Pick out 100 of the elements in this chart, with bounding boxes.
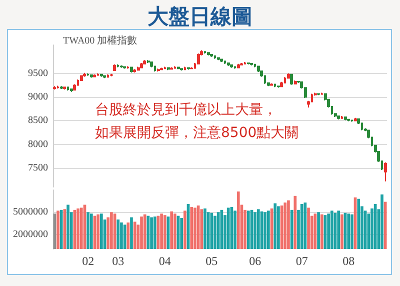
candlestick bbox=[107, 74, 109, 78]
candlestick bbox=[274, 84, 276, 87]
candlestick bbox=[250, 62, 253, 66]
bar bbox=[194, 208, 196, 249]
candlestick bbox=[240, 62, 243, 66]
candlestick bbox=[73, 84, 76, 91]
bar bbox=[327, 214, 330, 249]
chart-subtitle: TWA00 加權指數 bbox=[63, 34, 138, 46]
bar bbox=[173, 214, 176, 249]
candlestick bbox=[217, 56, 220, 61]
bar bbox=[76, 208, 80, 249]
x-tick-label: 06 bbox=[249, 254, 262, 268]
x-tick-label: 08 bbox=[342, 254, 355, 268]
candlestick bbox=[341, 116, 343, 119]
bar bbox=[380, 194, 384, 249]
candlestick bbox=[160, 67, 163, 71]
candlestick bbox=[230, 64, 233, 68]
candlestick bbox=[93, 74, 96, 78]
candlestick bbox=[284, 78, 286, 84]
candlestick bbox=[197, 53, 200, 65]
candlestick bbox=[123, 66, 126, 70]
bar bbox=[60, 210, 63, 249]
candlestick bbox=[354, 117, 357, 122]
bar bbox=[120, 222, 123, 249]
candlestick bbox=[180, 68, 183, 72]
candlestick bbox=[280, 81, 283, 88]
bar bbox=[116, 220, 120, 249]
bar bbox=[254, 212, 256, 249]
bar bbox=[347, 214, 350, 249]
x-tick-label: 05 bbox=[206, 254, 218, 268]
bar bbox=[287, 200, 290, 249]
bar bbox=[80, 208, 83, 249]
y-tick-label: 9000 bbox=[28, 92, 48, 103]
bar bbox=[294, 196, 297, 249]
candlestick bbox=[277, 85, 280, 88]
bar bbox=[337, 210, 340, 249]
candlestick bbox=[53, 86, 56, 90]
bar bbox=[100, 214, 103, 249]
candlestick bbox=[120, 64, 123, 68]
x-tick-label: 02 bbox=[82, 254, 94, 268]
candlestick bbox=[237, 63, 240, 69]
x-tick-label: 07 bbox=[296, 254, 308, 268]
bar bbox=[190, 206, 194, 249]
bar bbox=[284, 202, 287, 249]
bar bbox=[317, 212, 320, 249]
bar bbox=[130, 217, 133, 249]
candlestick bbox=[207, 52, 210, 56]
candlestick bbox=[167, 66, 170, 71]
candlestick bbox=[337, 115, 340, 120]
candlestick bbox=[361, 122, 363, 130]
candlestick bbox=[130, 66, 133, 73]
bar bbox=[320, 214, 324, 249]
bar bbox=[184, 210, 186, 249]
candlestick bbox=[224, 60, 226, 64]
candlestick bbox=[187, 66, 190, 70]
candlestick bbox=[177, 66, 180, 70]
candlestick bbox=[227, 62, 230, 66]
bar bbox=[204, 208, 206, 249]
bar bbox=[330, 210, 334, 249]
bar bbox=[236, 191, 240, 249]
y-tick-label: 2000000 bbox=[13, 228, 48, 240]
annotation: 台股終於見到千億以上大量， bbox=[95, 102, 277, 118]
candlestick bbox=[80, 74, 83, 82]
bar bbox=[126, 222, 130, 249]
candlestick bbox=[344, 116, 347, 121]
bar bbox=[234, 210, 236, 249]
bar bbox=[56, 210, 60, 249]
candlestick bbox=[170, 66, 173, 70]
y-tick-label: 8500 bbox=[28, 115, 48, 126]
bar bbox=[153, 216, 156, 249]
bar bbox=[210, 212, 214, 249]
bar bbox=[340, 214, 344, 249]
bar bbox=[267, 210, 270, 249]
candlestick bbox=[110, 73, 113, 77]
bar bbox=[110, 212, 113, 249]
x-tick-label: 03 bbox=[112, 254, 124, 268]
y-tick-label: 7500 bbox=[28, 162, 48, 174]
candlestick bbox=[100, 73, 103, 78]
candlestick bbox=[67, 86, 69, 90]
bar bbox=[277, 206, 280, 249]
candlestick bbox=[287, 72, 290, 80]
candlestick bbox=[133, 68, 136, 73]
candlestick bbox=[290, 73, 293, 86]
bar bbox=[246, 210, 250, 249]
candlestick bbox=[143, 60, 146, 65]
candlestick bbox=[270, 82, 273, 86]
bar bbox=[86, 212, 90, 249]
candlestick bbox=[247, 62, 250, 65]
y-tick-label: 8000 bbox=[28, 138, 48, 150]
bar bbox=[170, 211, 173, 249]
candlestick bbox=[140, 62, 143, 69]
candlestick bbox=[347, 118, 350, 122]
y-tick-label: 5000000 bbox=[13, 206, 48, 218]
candlestick bbox=[103, 74, 106, 79]
candlestick bbox=[384, 162, 387, 182]
bar bbox=[160, 214, 163, 249]
candlestick bbox=[60, 86, 63, 90]
candlestick bbox=[83, 72, 86, 78]
candlestick bbox=[150, 61, 153, 68]
candlestick bbox=[220, 58, 223, 63]
